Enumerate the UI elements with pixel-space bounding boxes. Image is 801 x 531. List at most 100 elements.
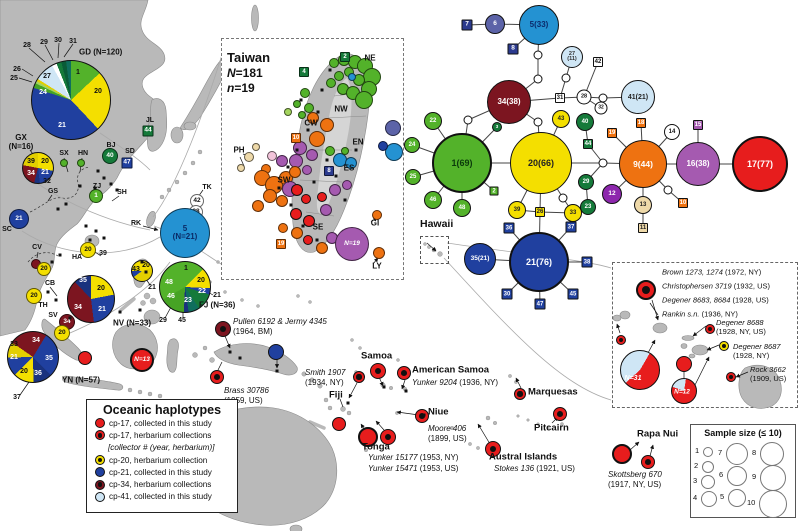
leader-line [360, 423, 367, 433]
legend-swatch-icon [95, 418, 105, 429]
collector-note-detail: (1921, US) [534, 464, 575, 474]
network-edge [602, 96, 639, 99]
taiwan-inset-title: Taiwan N=181 n=19 [227, 50, 270, 96]
java [62, 375, 124, 391]
map-label: 36 [34, 370, 42, 378]
collection-site-dot [96, 169, 100, 173]
collection-site-dot [422, 413, 426, 417]
new-caledonia [308, 420, 326, 430]
network-node-10: 10 [678, 198, 688, 208]
network-edge [540, 162, 564, 199]
taiwan-small [146, 210, 156, 228]
size-legend-circle [760, 442, 784, 466]
map-label: BJ [106, 142, 116, 150]
leader-line [47, 194, 53, 202]
network-edge [640, 122, 644, 165]
map-label: 21 [148, 284, 156, 292]
haplotype-dot: 42 [190, 194, 204, 208]
map-label: 26 [13, 66, 21, 74]
network-node-36: 36 [503, 222, 515, 234]
size-legend-number: 2 [694, 461, 699, 470]
province-boundary-2 [27, 252, 59, 263]
network-node-31: 31 [555, 93, 565, 103]
map-label: 31 [69, 38, 77, 46]
leader-line [551, 416, 559, 424]
legend-swatch-icon [95, 479, 105, 490]
leader-line [96, 190, 104, 197]
legend-item: cp-34, herbarium collections [87, 478, 237, 490]
korea [146, 98, 168, 152]
network-node-m1 [533, 50, 543, 60]
province-boundary [29, 166, 91, 213]
collector-note-collector: Brass 30786 [224, 386, 269, 395]
network-edge [508, 101, 539, 123]
network-node-3: 3 [492, 122, 502, 132]
population-pie-YN [7, 331, 59, 383]
map-label: 20 [41, 158, 49, 166]
size-legend-number: 10 [747, 498, 756, 507]
network-node-29: 29 [578, 174, 594, 190]
network-edge [559, 77, 567, 99]
map-label: 30 [54, 37, 62, 45]
collection-site-dot [54, 298, 58, 302]
network-node-11: 11 [638, 223, 648, 233]
map-label: 34 [27, 170, 35, 178]
network-node-7: 7 [461, 19, 473, 31]
hainan [84, 234, 100, 248]
network-node-17: 17(77) [732, 136, 788, 192]
haplotype-dot [31, 259, 41, 269]
map-label: 33 [10, 341, 18, 349]
leader-line [477, 423, 491, 445]
size-legend-number: 1 [695, 446, 700, 455]
island-label: Samoa [361, 350, 393, 362]
map-label: HA [71, 254, 83, 262]
legend-swatch-icon [95, 430, 105, 441]
leader-line [28, 47, 46, 63]
collector-note-collector: Yunker 15177 [368, 453, 418, 463]
network-node-m2 [533, 74, 543, 84]
map-label: 34 [74, 304, 82, 312]
legend-item-label: cp-21, collected in this study [109, 467, 212, 477]
leader-line [224, 335, 231, 349]
haplotype-dot: 21 [9, 209, 29, 229]
size-legend-number: 8 [752, 448, 757, 457]
specimen-dot [215, 321, 231, 337]
island-label: Tonga [362, 441, 390, 453]
size-legend-circle [701, 491, 717, 507]
network-edge [479, 258, 540, 263]
map-label: CV [32, 244, 42, 252]
network-node-48: 48 [453, 199, 471, 217]
collector-note-collector: Stokes 136 [494, 464, 535, 474]
specimen-dot [612, 444, 632, 464]
size-legend-number: 3 [693, 476, 698, 485]
network-node-38: 38 [581, 256, 593, 268]
network-edge [540, 118, 562, 164]
legend-item: cp-21, collected in this study [87, 466, 237, 478]
network-edge [466, 23, 496, 26]
network-node-33: 33 [564, 204, 582, 222]
network-edge [537, 24, 540, 56]
sulawesi [166, 338, 179, 373]
network-edge [538, 162, 542, 263]
network-node-45: 45 [567, 288, 579, 300]
map-label: SC [2, 226, 12, 234]
specimen-dot [380, 429, 396, 445]
island-label: Fiji [329, 389, 343, 401]
network-node-1: 1(69) [432, 133, 492, 193]
legend-item-label: cp-34, herbarium collections [109, 480, 212, 490]
mindanao [143, 309, 161, 325]
collection-site-dot [275, 369, 279, 373]
network-edge [467, 101, 510, 121]
taiwan-title: Taiwan [227, 50, 271, 65]
collection-site-dot [78, 184, 82, 188]
collection-site-dot [84, 224, 88, 228]
collection-site-dot [68, 316, 72, 320]
network-node-15: 15 [693, 120, 703, 130]
collector-note: Yunker 15177 (1953, NY) [368, 453, 458, 463]
sample-size-legend: Sample size (≤ 10) 1 2 3 4 7 6 5 8 9 10 [690, 424, 796, 518]
network-node-30: 30 [501, 288, 513, 300]
tasmania [289, 524, 303, 531]
leader-line [21, 68, 34, 77]
island-label: Niue [428, 406, 449, 418]
